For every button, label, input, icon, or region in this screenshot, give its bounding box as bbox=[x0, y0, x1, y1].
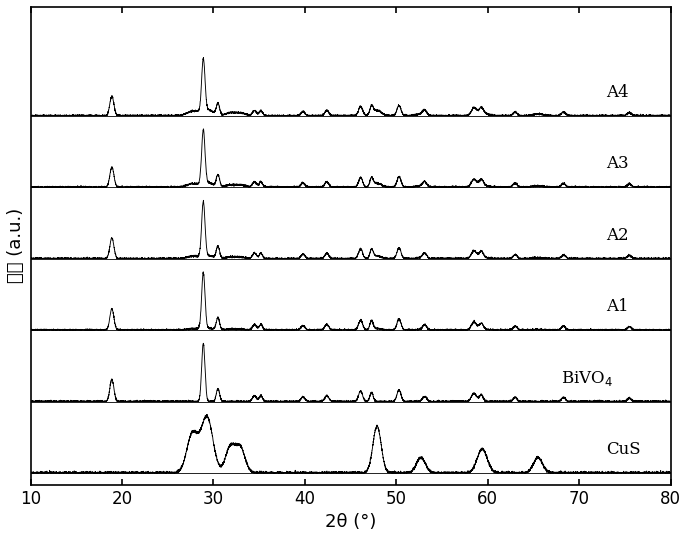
Text: A3: A3 bbox=[607, 155, 629, 172]
Text: BiVO$_4$: BiVO$_4$ bbox=[561, 369, 613, 388]
Y-axis label: 强度 (a.u.): 强度 (a.u.) bbox=[7, 208, 25, 284]
X-axis label: 2θ (°): 2θ (°) bbox=[325, 513, 376, 531]
Text: CuS: CuS bbox=[607, 441, 641, 458]
Text: A4: A4 bbox=[607, 84, 629, 101]
Text: A1: A1 bbox=[607, 298, 629, 315]
Text: A2: A2 bbox=[607, 227, 629, 244]
